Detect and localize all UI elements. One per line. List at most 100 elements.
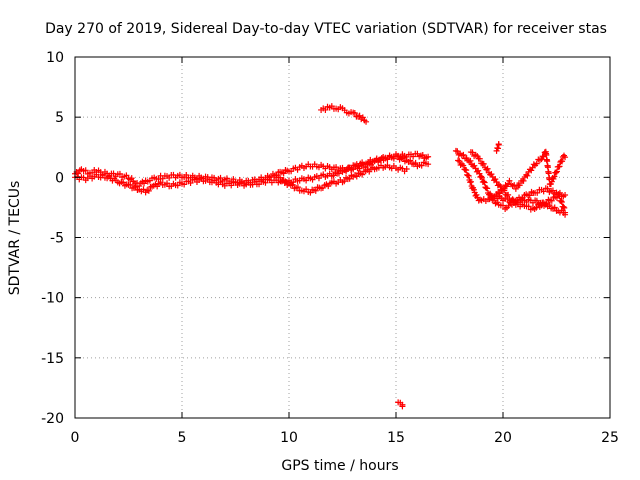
data-point-track-f	[467, 178, 474, 185]
data-point-track-h	[562, 154, 569, 161]
data-point-track-e	[551, 204, 558, 211]
data-point-track-b	[132, 183, 139, 190]
data-point-track-f	[465, 172, 472, 179]
data-point-track-b	[145, 187, 152, 194]
data-point-track-h	[530, 161, 537, 168]
data-point-track-c	[353, 173, 360, 180]
data-point-track-e	[533, 197, 540, 204]
data-point-track-h	[524, 172, 531, 179]
data-point-track-g	[543, 200, 550, 207]
tick-labels: 0 5 10 15 20 25 10 5 0 -5 -10 -15 -20	[41, 50, 619, 446]
data-point-track-b	[127, 181, 134, 188]
data-point-track-f	[455, 157, 462, 164]
data-points	[72, 103, 569, 410]
x-tick-label: 20	[494, 430, 512, 446]
data-point-track-g	[558, 197, 565, 204]
data-point-track-g	[562, 209, 569, 216]
data-point-track-h	[533, 160, 540, 167]
y-axis-label: SDTVAR / TECUs	[7, 181, 23, 296]
data-point-track-b	[164, 180, 171, 187]
data-point-track-b	[425, 161, 432, 168]
data-point-track-h	[496, 190, 503, 197]
data-point-track-d	[356, 112, 363, 119]
x-axis-label: GPS time / hours	[281, 458, 398, 474]
data-point-track-d	[363, 118, 370, 125]
data-point-track-a	[425, 153, 432, 160]
data-point-track-a	[75, 170, 82, 177]
data-point-track-h	[516, 182, 523, 189]
data-point-track-f	[486, 196, 493, 203]
data-point-track-b	[412, 159, 419, 166]
data-point-track-b	[378, 157, 385, 164]
y-tick-label: -5	[50, 231, 64, 247]
data-point-track-b	[187, 179, 194, 186]
data-point-track-b	[394, 153, 401, 160]
data-point-track-g	[476, 155, 483, 162]
data-point-track-f	[534, 189, 541, 196]
data-point-track-h	[556, 163, 563, 170]
data-point-track-b	[335, 170, 342, 177]
data-point-track-b	[348, 165, 355, 172]
data-point-track-f	[549, 187, 556, 194]
data-point-track-f	[460, 162, 467, 169]
y-tick-label: 0	[55, 170, 64, 186]
data-point-track-c	[403, 166, 410, 173]
data-point-track-h	[505, 180, 512, 187]
data-point-track-f	[470, 186, 477, 193]
data-point-track-b	[303, 177, 310, 184]
x-tick-label: 5	[178, 430, 187, 446]
data-point-track-i	[495, 145, 502, 152]
data-point-track-f	[473, 191, 480, 198]
data-point-track-b	[204, 176, 211, 183]
data-point-track-e	[481, 179, 488, 186]
data-point-track-g	[560, 203, 567, 210]
data-point-track-g	[505, 191, 512, 198]
data-point-track-b	[174, 182, 181, 189]
x-tick-label: 0	[71, 430, 80, 446]
x-tick-label: 15	[387, 430, 405, 446]
data-point-track-b	[181, 181, 188, 188]
data-point-track-f	[562, 192, 569, 199]
data-point-track-e	[500, 202, 506, 209]
data-point-track-h	[553, 169, 560, 176]
data-point-track-h	[528, 167, 535, 174]
data-point-track-c	[294, 184, 301, 191]
data-point-track-g	[558, 198, 565, 205]
data-point-track-a	[82, 167, 89, 174]
data-point-track-a	[268, 174, 275, 181]
y-tick-label: -20	[41, 411, 64, 427]
data-point-track-g	[496, 181, 503, 188]
data-point-track-g	[480, 160, 487, 167]
data-point-track-f	[544, 185, 551, 192]
data-point-track-f	[463, 167, 470, 174]
data-point-track-b	[418, 162, 425, 169]
data-point-outlier	[397, 399, 404, 406]
grid-lines	[75, 57, 610, 418]
data-point-track-a	[116, 170, 123, 177]
data-point-track-g	[561, 204, 568, 211]
data-point-track-h	[523, 171, 530, 178]
data-point-track-a	[280, 170, 287, 177]
data-point-track-b	[400, 155, 407, 162]
data-point-track-h	[506, 177, 513, 184]
data-point-track-e	[475, 167, 482, 174]
chart-title: Day 270 of 2019, Sidereal Day-to-day VTE…	[45, 21, 607, 37]
data-point-track-e	[484, 185, 491, 192]
data-point-track-h	[520, 177, 527, 184]
data-point-track-h	[512, 185, 519, 192]
data-point-track-g	[483, 166, 490, 173]
x-tick-label: 25	[601, 430, 619, 446]
x-tick-label: 10	[280, 430, 298, 446]
data-point-track-h	[503, 183, 510, 190]
data-point-track-b	[330, 172, 337, 179]
data-point-track-a	[419, 151, 426, 158]
data-point-track-h	[551, 173, 558, 180]
data-point-track-a	[123, 172, 130, 179]
axis-ticks	[74, 56, 611, 419]
data-point-track-g	[469, 149, 476, 156]
data-point-track-c	[346, 175, 353, 182]
data-point-track-c	[359, 171, 366, 178]
data-point-track-g	[488, 171, 495, 178]
y-tick-label: -10	[41, 291, 64, 307]
